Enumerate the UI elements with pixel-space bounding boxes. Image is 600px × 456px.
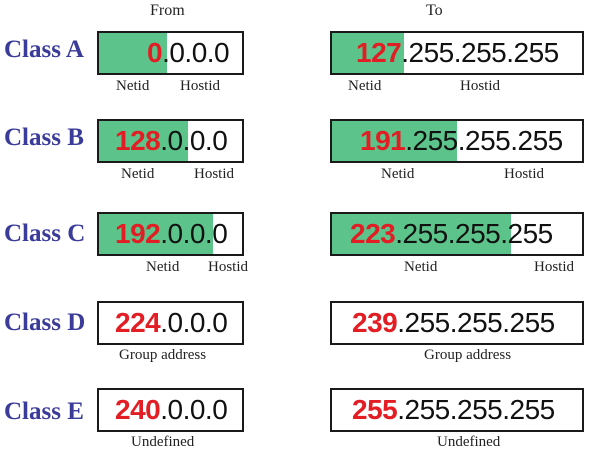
class-b-to-hostid-label: Hostid bbox=[504, 166, 545, 182]
remaining-octets: .255.255.255 bbox=[401, 37, 559, 68]
class-d-to-address: 239.255.255.255 bbox=[352, 303, 555, 343]
class-b-to-netid-label: Netid bbox=[381, 166, 415, 182]
netid-region bbox=[332, 121, 457, 161]
remaining-octets: .0.0.0 bbox=[160, 307, 228, 338]
class-e-label: Class E bbox=[4, 398, 84, 425]
first-octet: 0 bbox=[147, 37, 163, 68]
class-e-from-box: 240.0.0.0 bbox=[97, 388, 244, 432]
class-b-from-box: 128.0.0.0 bbox=[97, 119, 244, 163]
class-c-to-hostid-label: Hostid bbox=[534, 259, 575, 275]
netid-region bbox=[99, 214, 213, 254]
class-c-from-netid-label: Netid bbox=[146, 259, 180, 275]
class-a-from-netid-label: Netid bbox=[116, 78, 150, 94]
class-d-label: Class D bbox=[4, 309, 86, 336]
first-octet: 240 bbox=[115, 394, 161, 425]
class-c-from-address: 192.0.0.0 bbox=[115, 214, 228, 254]
class-c-to-box: 223.255.255.255 bbox=[330, 212, 584, 256]
class-c-to-address: 223.255.255.255 bbox=[350, 214, 553, 254]
class-a-from-box: 0.0.0.0 bbox=[97, 31, 244, 75]
first-octet: 223 bbox=[350, 218, 396, 249]
class-d-to-box: 239.255.255.255 bbox=[330, 301, 584, 345]
remaining-octets: .255.255.255 bbox=[395, 218, 553, 249]
class-b-from-netid-label: Netid bbox=[121, 166, 155, 182]
class-a-from-hostid-label: Hostid bbox=[180, 78, 221, 94]
first-octet: 127 bbox=[356, 37, 402, 68]
first-octet: 255 bbox=[352, 394, 398, 425]
first-octet: 128 bbox=[115, 125, 161, 156]
class-c-from-hostid-label: Hostid bbox=[208, 259, 249, 275]
netid-region bbox=[99, 33, 167, 73]
class-e-from-address: 240.0.0.0 bbox=[115, 390, 228, 430]
class-d-from-box: 224.0.0.0 bbox=[97, 301, 244, 345]
class-a-to-netid-label: Netid bbox=[348, 78, 382, 94]
remaining-octets: .255.255.255 bbox=[405, 125, 563, 156]
remaining-octets: .0.0.0 bbox=[162, 37, 230, 68]
remaining-octets: .255.255.255 bbox=[397, 307, 555, 338]
class-b-to-box: 191.255.255.255 bbox=[330, 119, 584, 163]
first-octet: 191 bbox=[360, 125, 406, 156]
to-header: To bbox=[426, 2, 443, 19]
class-a-to-address: 127.255.255.255 bbox=[356, 33, 559, 73]
remaining-octets: .255.255.255 bbox=[397, 394, 555, 425]
class-a-label: Class A bbox=[4, 36, 84, 63]
class-e-to-box: 255.255.255.255 bbox=[330, 388, 584, 432]
remaining-octets: .0.0.0 bbox=[160, 125, 228, 156]
class-a-from-address: 0.0.0.0 bbox=[147, 33, 230, 73]
class-d-from-group-label: Group address bbox=[119, 347, 207, 363]
class-c-to-netid-label: Netid bbox=[404, 259, 438, 275]
netid-region bbox=[332, 214, 511, 254]
class-c-label: Class C bbox=[4, 220, 86, 247]
class-b-label: Class B bbox=[4, 124, 84, 151]
class-e-from-undefined-label: Undefined bbox=[131, 434, 195, 450]
first-octet: 224 bbox=[115, 307, 161, 338]
class-e-to-address: 255.255.255.255 bbox=[352, 390, 555, 430]
remaining-octets: .0.0.0 bbox=[160, 394, 228, 425]
class-b-to-address: 191.255.255.255 bbox=[360, 121, 563, 161]
first-octet: 192 bbox=[115, 218, 161, 249]
class-e-to-undefined-label: Undefined bbox=[437, 434, 501, 450]
class-d-to-group-label: Group address bbox=[424, 347, 512, 363]
netid-region bbox=[99, 121, 188, 161]
class-b-from-hostid-label: Hostid bbox=[194, 166, 235, 182]
remaining-octets: .0.0.0 bbox=[160, 218, 228, 249]
class-a-to-hostid-label: Hostid bbox=[460, 78, 501, 94]
class-b-from-address: 128.0.0.0 bbox=[115, 121, 228, 161]
class-a-to-box: 127.255.255.255 bbox=[330, 31, 584, 75]
class-d-from-address: 224.0.0.0 bbox=[115, 303, 228, 343]
from-header: From bbox=[150, 2, 185, 19]
netid-region bbox=[332, 33, 404, 73]
class-c-from-box: 192.0.0.0 bbox=[97, 212, 244, 256]
first-octet: 239 bbox=[352, 307, 398, 338]
